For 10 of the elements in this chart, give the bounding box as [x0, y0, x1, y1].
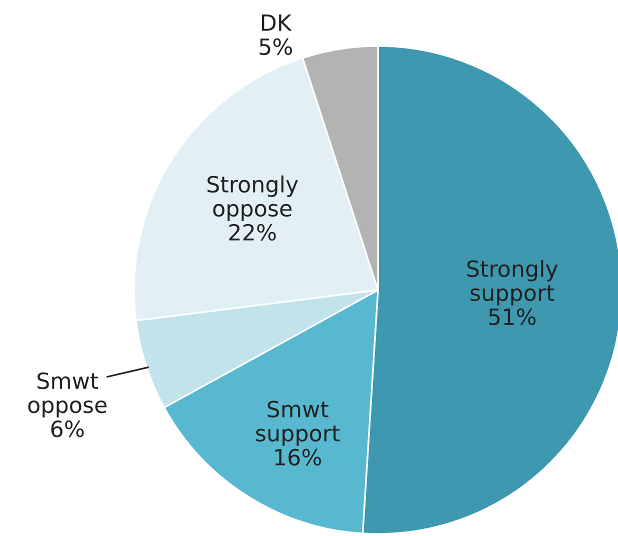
data-label: 22% [229, 224, 276, 241]
data-label: 16% [275, 448, 322, 466]
slice-label: Strongly oppose [208, 175, 298, 221]
slice-label: DK [262, 14, 292, 31]
data-label: 6% [51, 420, 84, 438]
slice-label: Smwt oppose [28, 372, 107, 418]
data-label: 5% [260, 38, 292, 56]
data-label: 51% [489, 308, 536, 326]
slice-label: Smwt support [256, 400, 340, 446]
slice-label: Strongly support [467, 260, 558, 306]
